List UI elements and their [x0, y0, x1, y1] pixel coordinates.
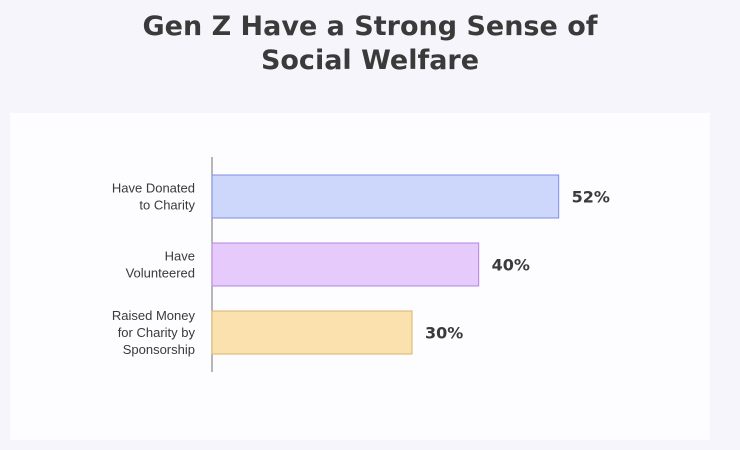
category-label-2: Have Volunteered — [126, 249, 195, 281]
category-label-2-line-1: Have — [165, 249, 195, 264]
category-label-1-line-1: Have Donated — [112, 181, 195, 196]
category-label-1: Have Donated to Charity — [112, 181, 196, 213]
category-label-3-line-2: for Charity by — [118, 325, 196, 340]
value-label-2: 40% — [492, 256, 530, 275]
bar-1 — [211, 174, 560, 219]
chart-title-line-2: Social Welfare — [260, 45, 480, 76]
chart-title: Gen Z Have a Strong Sense of Social Welf… — [0, 10, 740, 78]
category-label-3-line-3: Sponsorship — [123, 342, 195, 357]
category-label-3-line-1: Raised Money — [112, 308, 196, 323]
value-label-1: 52% — [572, 188, 610, 207]
bar-2 — [211, 242, 480, 287]
category-label-1-line-2: to Charity — [139, 198, 195, 213]
category-label-2-line-2: Volunteered — [126, 266, 195, 281]
category-label-3: Raised Money for Charity by Sponsorship — [112, 308, 196, 357]
chart-title-line-1: Gen Z Have a Strong Sense of — [142, 11, 598, 42]
value-label-3: 30% — [425, 324, 463, 343]
bar-3 — [211, 310, 413, 355]
